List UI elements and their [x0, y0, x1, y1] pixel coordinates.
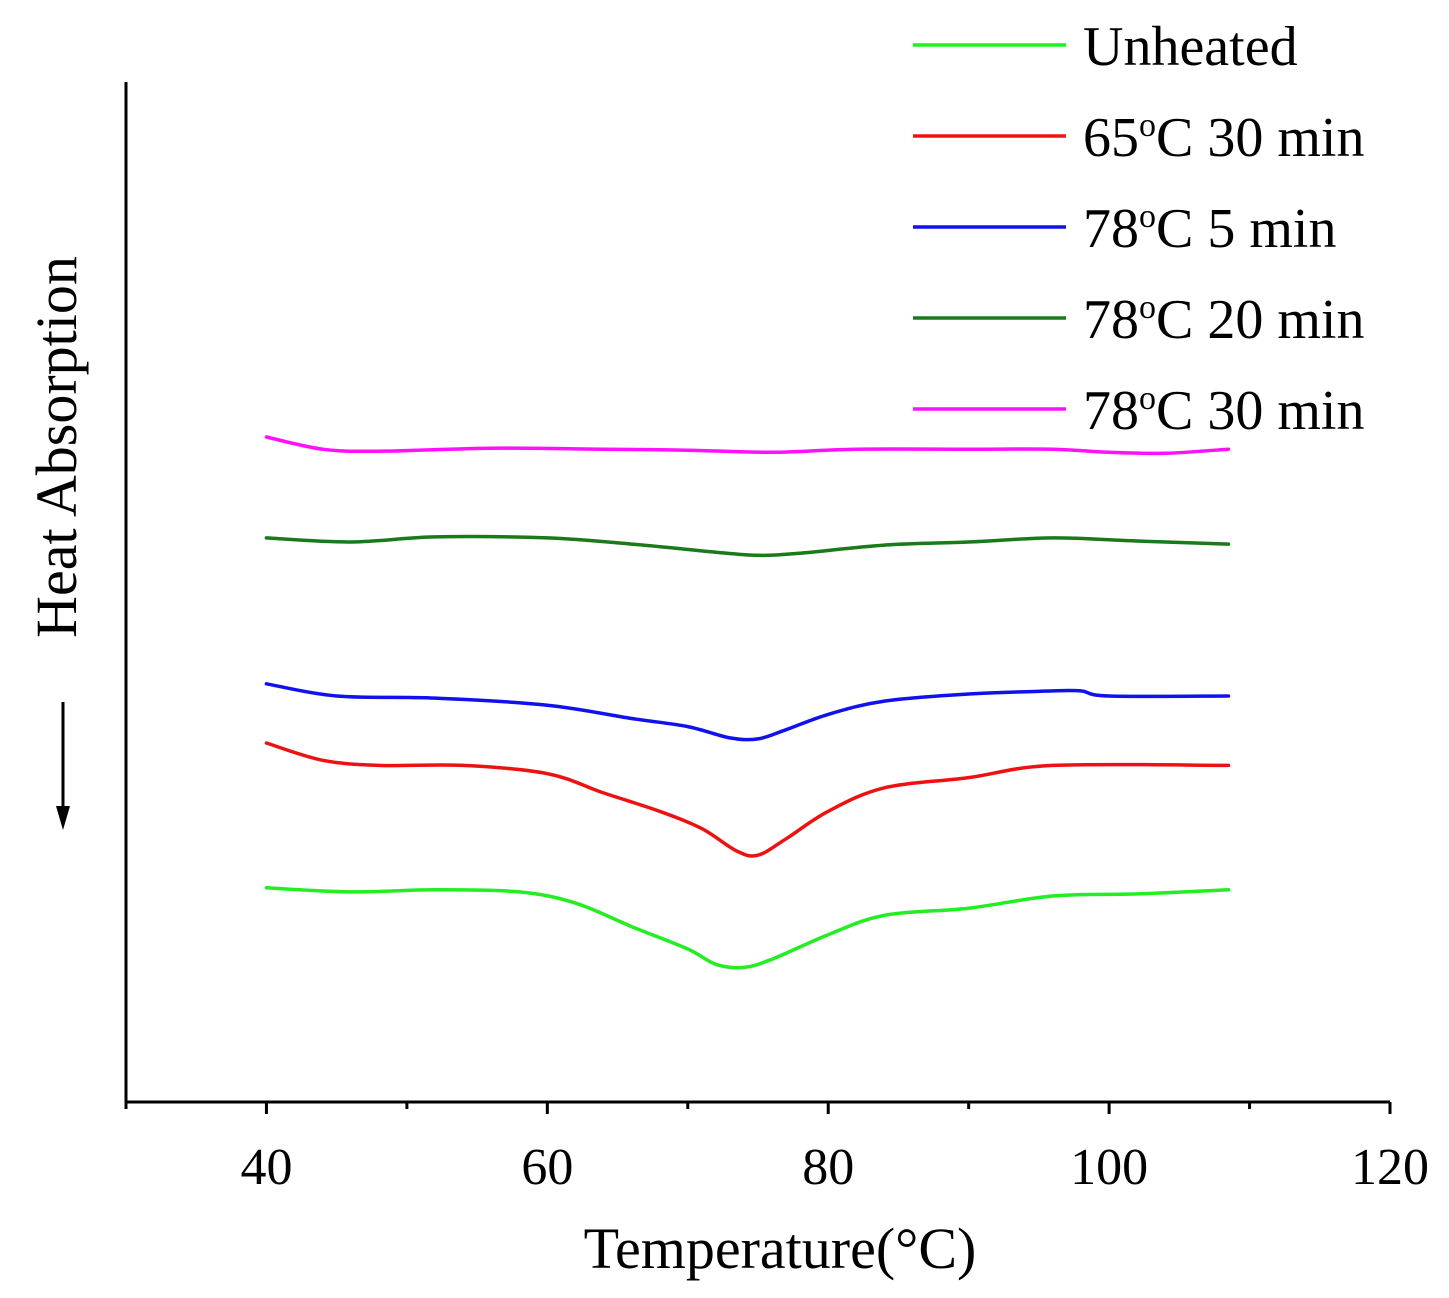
series-line — [264, 886, 1231, 970]
x-tick-label: 100 — [1070, 1139, 1148, 1196]
series-line — [264, 682, 1231, 742]
legend: Unheated 65oC 30 min 78oC 5 min 78oC 20 min… — [913, 16, 1364, 442]
x-tick-label: 60 — [521, 1139, 573, 1196]
legend-label: 78oC 5 min — [1083, 198, 1336, 260]
legend-label: 78oC 30 min — [1083, 380, 1364, 442]
series-line — [264, 435, 1231, 456]
legend-label: Unheated — [1083, 16, 1298, 78]
series-layer — [264, 435, 1231, 970]
x-ticks: 40 60 80 100 120 — [124, 1102, 1429, 1196]
series-line — [264, 534, 1231, 558]
x-axis-title: Temperature(°C) — [584, 1216, 977, 1281]
x-tick-label: 40 — [240, 1139, 292, 1196]
legend-label: 78oC 20 min — [1083, 289, 1364, 351]
series-line — [264, 741, 1231, 858]
x-tick-label: 80 — [802, 1139, 854, 1196]
legend-label: 65oC 30 min — [1083, 107, 1364, 169]
x-tick-label: 120 — [1351, 1139, 1429, 1196]
y-axis-down-arrow — [56, 702, 70, 830]
y-axis-title: Heat Absorption — [24, 256, 89, 638]
